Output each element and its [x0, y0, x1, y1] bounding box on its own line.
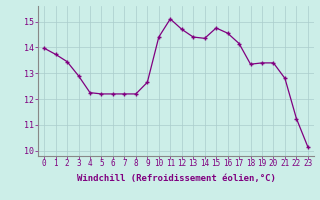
X-axis label: Windchill (Refroidissement éolien,°C): Windchill (Refroidissement éolien,°C) — [76, 174, 276, 183]
